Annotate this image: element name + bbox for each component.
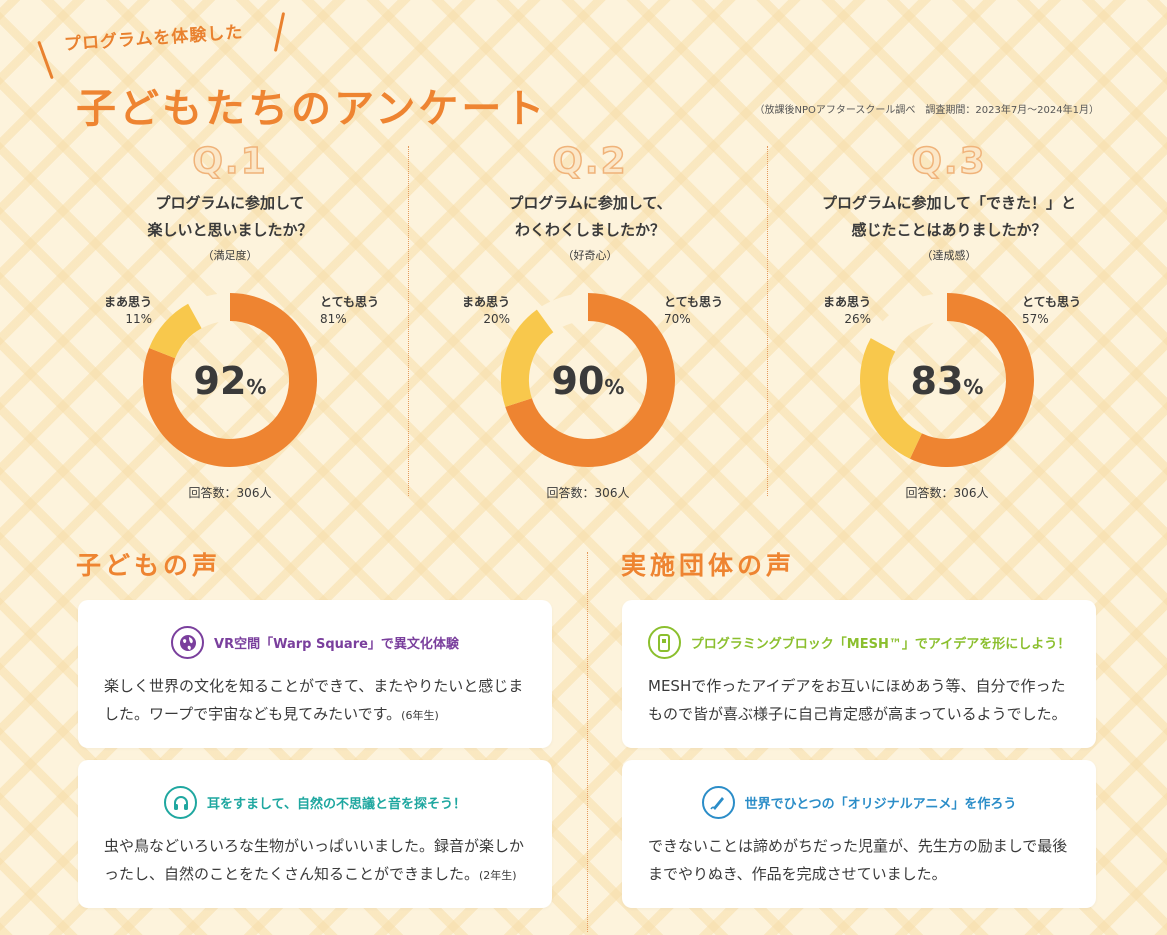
donut-slice-somewhat	[149, 303, 203, 359]
respondent-count: 回答数：306人	[188, 486, 272, 500]
slice-label-very: とても思う 57%	[1022, 294, 1081, 328]
question-block-1: Q.1 プログラムに参加して 楽しいと思いましたか？ （満足度）	[80, 140, 380, 263]
card-text: 楽しく世界の文化を知ることができて、またやりたいと感じました。ワープで宇宙なども…	[104, 677, 524, 723]
slice-label-very: とても思う 70%	[664, 294, 723, 328]
slice-value: 20%	[483, 312, 510, 326]
donut-slice-somewhat	[501, 309, 554, 407]
card-text: 虫や鳥などいろいろな生物がいっぱいいました。録音が楽しかったし、自然のことをたく…	[104, 837, 525, 883]
donut-total: 83	[911, 359, 964, 403]
question-category: （好奇心）	[562, 249, 618, 262]
card-body: 虫や鳥などいろいろな生物がいっぱいいました。録音が楽しかったし、自然のことをたく…	[104, 832, 530, 890]
donut-total: 90	[552, 359, 605, 403]
decor-slash-left	[37, 40, 54, 80]
donut-unit: %	[963, 375, 983, 399]
donut-unit: %	[604, 375, 624, 399]
donut-chart-satisfaction: 92%	[143, 293, 317, 467]
headphones-icon	[164, 786, 198, 819]
slice-name: まあ思う	[823, 295, 872, 309]
question-category: （達成感）	[921, 249, 977, 262]
svg-text:92%: 92%	[194, 359, 267, 403]
donut-slice-very	[143, 293, 317, 467]
slice-label-somewhat: まあ思う 26%	[823, 294, 871, 328]
donut-slice-very	[505, 293, 675, 467]
slice-value: 11%	[125, 312, 152, 326]
card-heading: 世界でひとつの「オリジナルアニメ」を作ろう	[744, 797, 1017, 812]
card-body: MESHで作ったアイデアをお互いにほめあう等、自分で作ったもので皆が喜ぶ様子に自…	[648, 672, 1074, 728]
question-number: Q.1	[192, 140, 268, 183]
survey-source: （放課後NPOアフタースクール調べ 調査期間：2023年7月〜2024年1月）	[754, 105, 1099, 116]
card-note: (6年生)	[401, 709, 439, 722]
question-number: Q.3	[911, 140, 987, 183]
voice-card-mesh: プログラミングブロック「MESH™」でアイデアを形にしよう！ MESHで作ったア…	[622, 600, 1096, 748]
question-number: Q.2	[552, 140, 628, 183]
donut-total: 92	[194, 359, 247, 403]
slice-name: まあ思う	[104, 295, 153, 309]
slice-value: 70%	[664, 312, 691, 326]
donut-slice-very	[909, 293, 1034, 467]
question-text: プログラムに参加して「できた！」と 感じたことはありましたか？	[821, 194, 1077, 239]
question-category: （満足度）	[202, 249, 258, 262]
globe-icon	[171, 626, 205, 659]
card-body: 楽しく世界の文化を知ることができて、またやりたいと感じました。ワープで宇宙なども…	[104, 672, 530, 730]
org-voices-title: 実施団体の声	[621, 551, 796, 580]
voice-card-vr: VR空間「Warp Square」で異文化体験 楽しく世界の文化を知ることができ…	[78, 600, 552, 748]
respondent-count: 回答数：306人	[546, 486, 630, 500]
donut-chart-curiosity: 90%	[501, 293, 675, 467]
section-divider	[587, 552, 588, 932]
question-block-2: Q.2 プログラムに参加して、 わくわくしましたか？ （好奇心）	[440, 140, 740, 263]
page-title: 子どもたちのアンケート	[76, 86, 548, 132]
slice-name: とても思う	[1022, 295, 1082, 309]
donut-slice-somewhat	[860, 338, 923, 459]
slice-value: 57%	[1022, 312, 1049, 326]
card-heading: プログラミングブロック「MESH™」でアイデアを形にしよう！	[690, 637, 1071, 652]
card-note: (2年生)	[479, 869, 517, 882]
mesh-block-icon	[647, 626, 681, 659]
donut-unit: %	[246, 375, 266, 399]
slice-name: まあ思う	[462, 295, 511, 309]
slice-name: とても思う	[664, 295, 724, 309]
page-subtitle: プログラムを体験した	[63, 22, 244, 55]
voice-card-sound: 耳をすまして、自然の不思議と音を探そう！ 虫や鳥などいろいろな生物がいっぱいいま…	[78, 760, 552, 908]
card-text: MESHで作ったアイデアをお互いにほめあう等、自分で作ったもので皆が喜ぶ様子に自…	[648, 677, 1067, 723]
slice-name: とても思う	[320, 295, 380, 309]
column-divider	[767, 146, 768, 496]
slice-label-somewhat: まあ思う 11%	[104, 294, 152, 328]
slice-value: 81%	[320, 312, 347, 326]
voice-card-anime: 世界でひとつの「オリジナルアニメ」を作ろう できないことは諦めがちだった児童が、…	[622, 760, 1096, 908]
question-text: プログラムに参加して、 わくわくしましたか？	[508, 194, 672, 239]
card-heading: VR空間「Warp Square」で異文化体験	[214, 637, 459, 652]
donut-chart-achievement: 83%	[860, 293, 1034, 467]
respondent-count: 回答数：306人	[905, 486, 989, 500]
svg-text:83%: 83%	[911, 359, 984, 403]
column-divider	[408, 146, 409, 496]
pen-tablet-icon	[701, 786, 735, 819]
decor-slash-right	[273, 12, 286, 52]
slice-label-very: とても思う 81%	[320, 294, 379, 328]
card-text: できないことは諦めがちだった児童が、先生方の励ましで最後までやりぬき、作品を完成…	[648, 837, 1068, 883]
card-body: できないことは諦めがちだった児童が、先生方の励ましで最後までやりぬき、作品を完成…	[648, 832, 1074, 888]
question-block-3: Q.3 プログラムに参加して「できた！」と 感じたことはありましたか？ （達成感…	[799, 140, 1099, 263]
question-text: プログラムに参加して 楽しいと思いましたか？	[147, 194, 313, 239]
children-voices-title: 子どもの声	[76, 551, 222, 580]
slice-label-somewhat: まあ思う 20%	[462, 294, 510, 328]
slice-value: 26%	[844, 312, 871, 326]
svg-text:90%: 90%	[552, 359, 625, 403]
card-heading: 耳をすまして、自然の不思議と音を探そう！	[207, 797, 466, 812]
